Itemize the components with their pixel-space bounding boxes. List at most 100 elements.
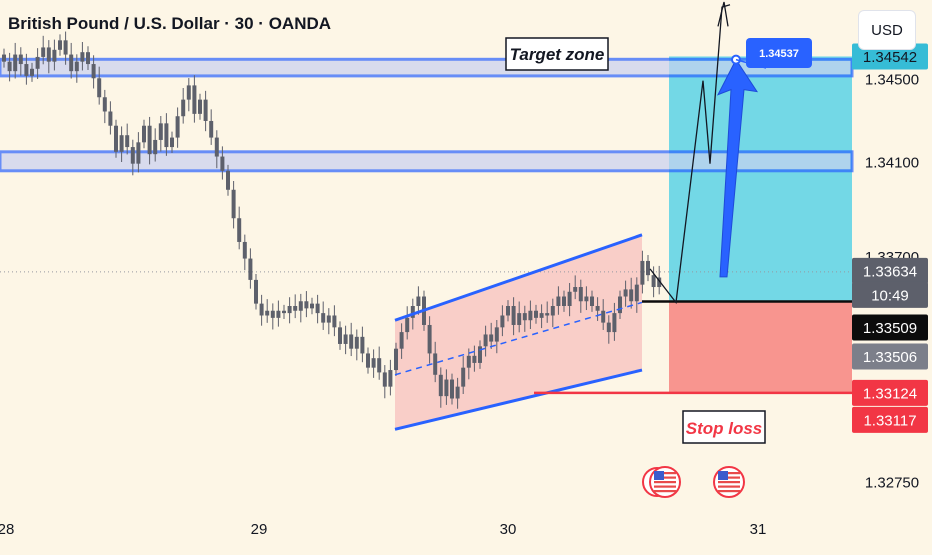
candle-body <box>242 241 247 259</box>
candle-body <box>86 52 90 65</box>
price-label-last-bg <box>852 257 928 284</box>
stop-loss-label-box[interactable] <box>682 410 766 444</box>
channel-lower-line[interactable] <box>394 368 643 431</box>
candle-body <box>287 306 292 314</box>
candle-body <box>483 334 488 347</box>
channel-upper-line[interactable] <box>394 233 643 322</box>
candle <box>209 109 214 145</box>
candle <box>18 47 23 76</box>
candle <box>102 89 107 124</box>
candle <box>332 305 337 337</box>
candle-body <box>567 291 572 306</box>
currency-button[interactable]: USD <box>858 10 916 50</box>
candle <box>595 297 600 321</box>
candle <box>270 303 275 330</box>
candle-body <box>444 379 449 397</box>
candle <box>612 302 617 341</box>
us-event-flag-icon[interactable] <box>713 466 745 498</box>
candle-body <box>181 99 186 117</box>
price-label-last-text: 1.33634 <box>863 263 917 280</box>
candle-body <box>192 85 197 114</box>
candle-body <box>595 306 600 311</box>
candle <box>349 322 354 357</box>
candle-body <box>310 303 314 309</box>
candle <box>567 282 572 317</box>
price-axis-tick: 1.34500 <box>865 71 919 88</box>
candle-body <box>298 301 303 311</box>
price-label-stop-2-text: 1.33117 <box>863 412 916 429</box>
candle-body <box>2 54 6 62</box>
candle-body <box>416 296 421 306</box>
candle-body <box>46 47 51 62</box>
time-axis-tick: 30 <box>500 521 517 538</box>
zone-rect-1[interactable] <box>0 57 854 78</box>
candle-body <box>354 336 359 349</box>
candle <box>450 373 454 405</box>
candle-body <box>640 260 645 285</box>
us-flag-canton <box>718 471 728 480</box>
candle <box>248 248 253 289</box>
candle <box>405 306 410 340</box>
candle-body <box>366 353 370 368</box>
candle-body <box>63 40 68 55</box>
price-label-countdown[interactable]: 10:49 <box>852 281 928 308</box>
candle-body <box>186 85 191 100</box>
symbol-title: British Pound / U.S. Dollar · 30 · OANDA <box>8 14 332 33</box>
candle-body <box>578 287 583 302</box>
candle <box>259 294 264 326</box>
price-label-entry[interactable]: 1.33509 <box>852 314 928 341</box>
candle-body <box>265 310 270 316</box>
candle <box>618 290 622 320</box>
candle-body <box>360 336 365 354</box>
candle-body <box>13 54 18 72</box>
candle <box>517 301 522 333</box>
candle <box>511 297 516 336</box>
us-flag-stripe <box>718 485 740 488</box>
price-label-stop[interactable]: 1.33124 <box>852 379 928 406</box>
candle <box>394 342 398 376</box>
candle <box>315 294 320 324</box>
candle <box>438 367 443 408</box>
candle <box>175 107 180 148</box>
us-flag-stripe <box>654 485 676 488</box>
candle <box>590 290 594 312</box>
target-box[interactable] <box>669 56 852 302</box>
price-label-mid[interactable]: 1.33506 <box>852 343 928 370</box>
candle-body <box>612 313 617 333</box>
candle <box>147 116 152 165</box>
target-callout-box[interactable] <box>746 38 812 68</box>
candle <box>214 130 219 169</box>
us-event-flag-icon[interactable] <box>642 466 681 498</box>
target-arrow[interactable] <box>716 58 759 278</box>
candle <box>455 377 460 409</box>
price-label-last[interactable]: 1.33634 <box>852 257 928 284</box>
stop-box[interactable] <box>669 301 852 393</box>
price-label-stop-2[interactable]: 1.33117 <box>852 406 928 433</box>
price-label-stop-text: 1.33124 <box>863 385 917 402</box>
candle-body <box>52 49 57 62</box>
candle <box>164 113 169 156</box>
candle-body <box>130 147 135 164</box>
candle <box>427 316 432 364</box>
candle-body <box>276 310 281 318</box>
candle-body <box>556 296 561 306</box>
candle-body <box>237 218 242 242</box>
candle-body <box>114 125 118 152</box>
target-callout-pointer <box>735 58 767 69</box>
candle <box>220 146 225 180</box>
candle <box>282 304 286 320</box>
candle-body <box>517 313 522 325</box>
candle-body <box>209 120 214 138</box>
candle <box>573 275 578 300</box>
target-zone-label-box[interactable] <box>505 37 609 71</box>
zone-rect-2[interactable] <box>0 150 854 173</box>
candle-body <box>394 348 398 371</box>
candle-body <box>315 303 320 314</box>
candle <box>287 297 292 324</box>
candle <box>646 255 650 282</box>
candle-body <box>455 386 460 399</box>
candle-body <box>136 142 141 164</box>
candle-body <box>506 306 510 316</box>
